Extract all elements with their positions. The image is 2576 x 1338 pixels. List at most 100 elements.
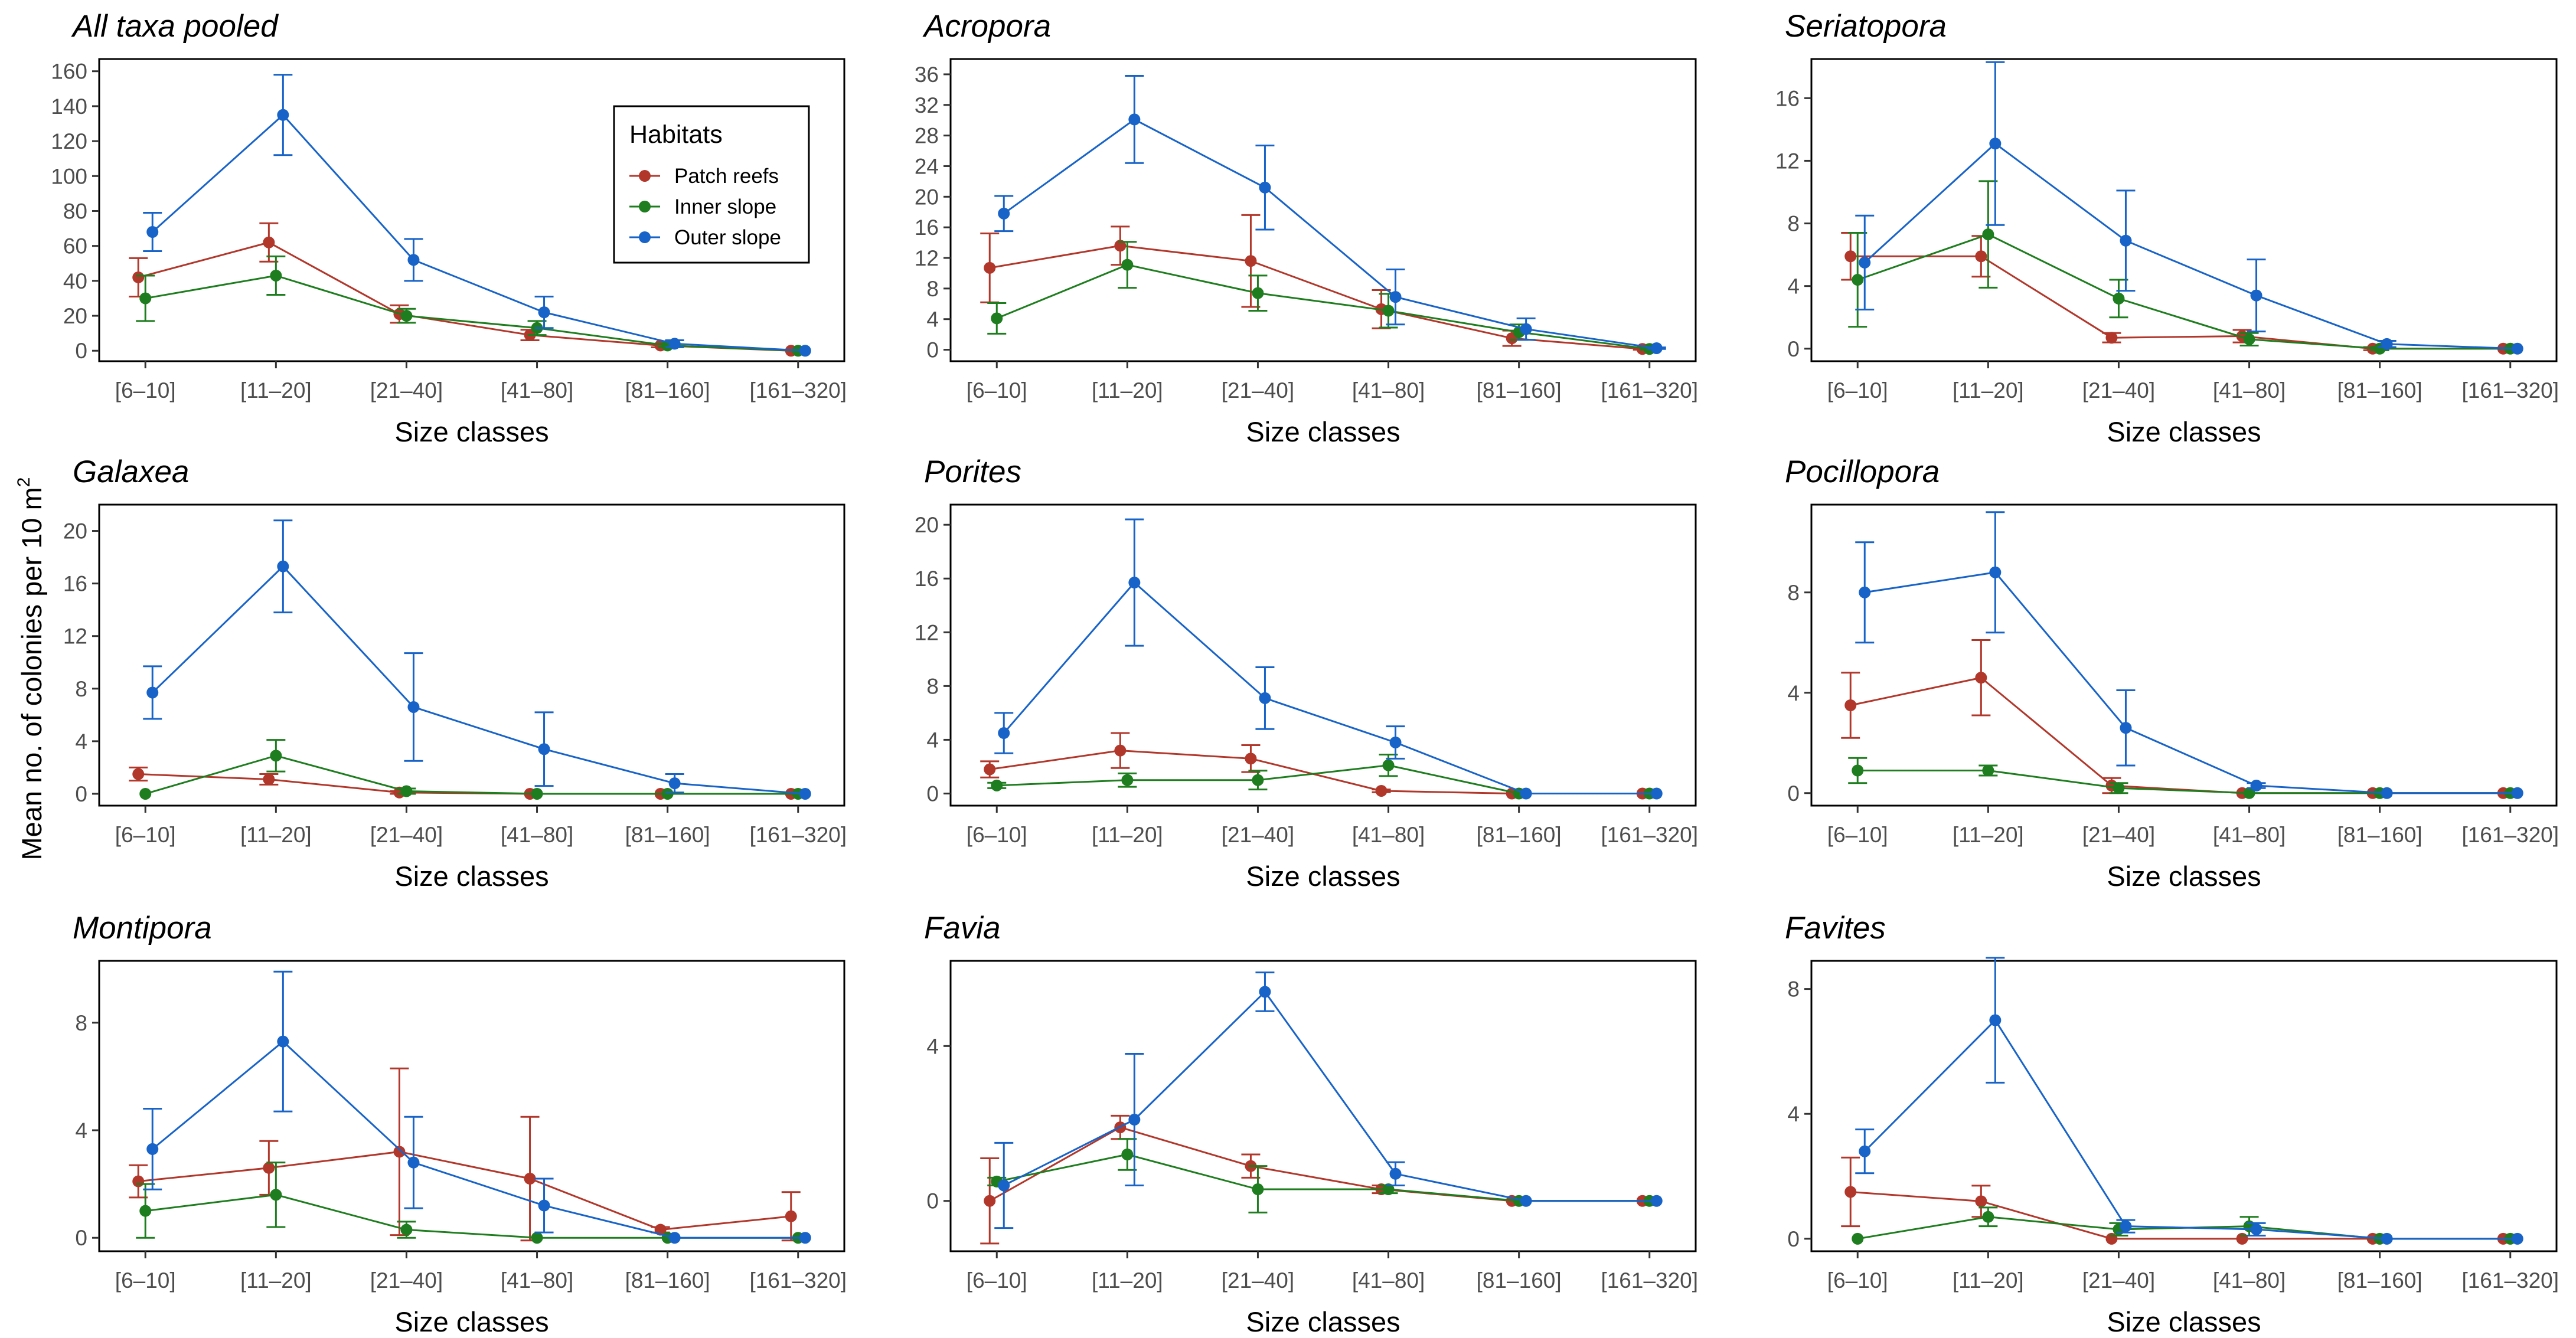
series-outer-slope bbox=[994, 75, 1666, 354]
data-point bbox=[1859, 256, 1871, 269]
series-outer-slope bbox=[994, 518, 1663, 800]
x-tick-label: [11–20] bbox=[240, 378, 312, 403]
data-point bbox=[1844, 250, 1857, 263]
y-tick-label: 12 bbox=[915, 620, 939, 645]
x-tick-label: [11–20] bbox=[1092, 823, 1163, 847]
y-tick-label: 0 bbox=[926, 1189, 939, 1213]
data-point bbox=[531, 1232, 543, 1244]
x-tick-label: [6–10] bbox=[115, 378, 176, 403]
y-tick-label: 20 bbox=[915, 185, 939, 209]
data-point bbox=[2511, 342, 2523, 355]
data-point bbox=[538, 1199, 550, 1212]
data-point bbox=[799, 345, 811, 357]
y-tick-label: 0 bbox=[926, 782, 939, 806]
data-point bbox=[1389, 1167, 1402, 1180]
data-point bbox=[1382, 1183, 1395, 1196]
y-tick-label: 4 bbox=[1787, 1102, 1800, 1126]
y-tick-label: 16 bbox=[63, 572, 87, 596]
data-point bbox=[1259, 986, 1271, 998]
legend-swatch-point bbox=[639, 201, 651, 212]
x-tick-label: [41–80] bbox=[501, 378, 573, 403]
y-tick-label: 16 bbox=[915, 567, 939, 591]
data-point bbox=[400, 1223, 413, 1236]
x-tick-label: [161–320] bbox=[749, 823, 847, 847]
data-point bbox=[2381, 787, 2393, 799]
data-point bbox=[132, 271, 145, 283]
x-tick-label: [41–80] bbox=[1352, 378, 1425, 403]
x-tick-label: [41–80] bbox=[501, 1268, 573, 1293]
y-tick-label: 60 bbox=[63, 234, 87, 259]
plot-frame bbox=[949, 960, 1697, 1252]
x-tick-label: [11–20] bbox=[240, 1268, 312, 1293]
data-point bbox=[1382, 305, 1395, 317]
panel-pocillopora: Pocillopora 0 4 8 [6–10] [11–20] [21–40] [41–80… bbox=[1785, 454, 2559, 892]
x-tick-label: [21–40] bbox=[2082, 1268, 2155, 1293]
data-point bbox=[277, 1035, 289, 1048]
data-point bbox=[1128, 1113, 1141, 1126]
plot-frame bbox=[1810, 58, 2558, 362]
data-point bbox=[998, 207, 1010, 220]
y-tick-label: 0 bbox=[1787, 1227, 1800, 1251]
plot-frame bbox=[949, 58, 1697, 362]
panel-title: Montipora bbox=[73, 911, 212, 946]
data-point bbox=[1245, 753, 1257, 765]
x-tick-label: [21–40] bbox=[370, 1268, 443, 1293]
panel-title: Favia bbox=[924, 911, 1001, 946]
data-point bbox=[1852, 764, 1864, 777]
data-point bbox=[1382, 759, 1395, 771]
plot-frame bbox=[1810, 503, 2558, 807]
data-point bbox=[2105, 332, 2118, 344]
legend-label-inner-slope: Inner slope bbox=[674, 195, 776, 218]
data-point bbox=[2120, 1220, 2132, 1232]
series-line bbox=[1003, 118, 1657, 349]
data-point bbox=[785, 1210, 797, 1222]
data-point bbox=[1128, 577, 1141, 589]
x-tick-label: [6–10] bbox=[1827, 378, 1888, 403]
data-point bbox=[984, 1195, 996, 1207]
x-tick-label: [41–80] bbox=[2213, 1268, 2286, 1293]
y-tick-label: 16 bbox=[915, 215, 939, 240]
x-tick-label: [6–10] bbox=[1827, 823, 1888, 847]
series-outer-slope bbox=[143, 519, 811, 800]
data-point bbox=[2250, 780, 2262, 791]
series-outer-slope bbox=[143, 74, 811, 357]
y-tick-label: 100 bbox=[51, 164, 87, 188]
series-outer-slope bbox=[1855, 957, 2523, 1245]
series-line bbox=[1857, 233, 2510, 350]
data-point bbox=[2250, 1223, 2262, 1235]
data-point bbox=[668, 777, 681, 790]
data-point bbox=[2243, 333, 2255, 345]
x-tick-label: [6–10] bbox=[967, 378, 1027, 403]
x-tick-label: [6–10] bbox=[967, 823, 1027, 847]
y-tick-label: 8 bbox=[75, 1011, 87, 1035]
y-tick-label: 24 bbox=[915, 154, 939, 178]
data-point bbox=[524, 1173, 536, 1185]
y-tick-label: 8 bbox=[926, 674, 939, 698]
x-tick-label: [21–40] bbox=[370, 378, 443, 403]
data-point bbox=[1389, 291, 1402, 303]
panel-galaxea: Galaxea 0 4 8 12 16 20 [6–10] [11–20] [21–40] [41–… bbox=[63, 454, 847, 892]
data-point bbox=[1859, 586, 1871, 598]
data-point bbox=[2236, 1232, 2248, 1245]
data-point bbox=[270, 1189, 282, 1201]
x-tick-label: [6–10] bbox=[115, 823, 176, 847]
x-tick-label: [161–320] bbox=[749, 1268, 847, 1293]
y-tick-label: 8 bbox=[1787, 977, 1800, 1002]
x-tick-label: [161–320] bbox=[1601, 1268, 1698, 1293]
data-point bbox=[139, 292, 152, 305]
x-tick-label: [81–160] bbox=[2337, 823, 2422, 847]
y-tick-label: 0 bbox=[75, 782, 87, 806]
data-point bbox=[146, 225, 159, 238]
x-axis-label: Size classes bbox=[2107, 416, 2261, 447]
series-line bbox=[1865, 571, 2518, 794]
x-axis-label: Size classes bbox=[1246, 861, 1400, 892]
data-point bbox=[531, 787, 543, 800]
panel-favites: Favites 0 4 8 [6–10] [11–20] [21–40] [41–80] [81… bbox=[1785, 911, 2559, 1337]
x-tick-label: [6–10] bbox=[1827, 1268, 1888, 1293]
data-point bbox=[1520, 323, 1532, 335]
data-point bbox=[1389, 736, 1402, 748]
x-tick-label: [41–80] bbox=[1352, 823, 1425, 847]
data-point bbox=[661, 787, 674, 800]
x-tick-label: [81–160] bbox=[2337, 1268, 2422, 1293]
legend-label-patch-reefs: Patch reefs bbox=[674, 165, 779, 188]
